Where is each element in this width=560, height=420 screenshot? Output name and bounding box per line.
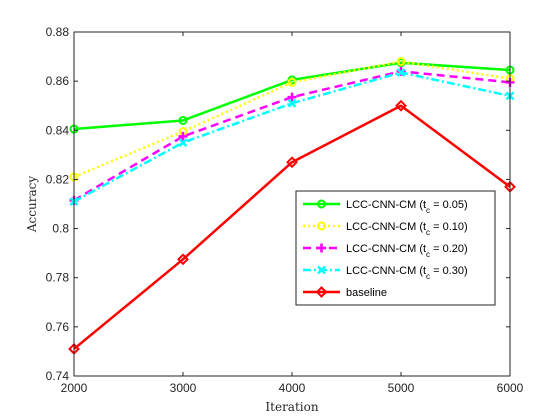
x-tick-label-4: 5000 (388, 381, 415, 395)
series-1-line (73, 61, 511, 131)
legend-label-subscript: c (426, 250, 430, 259)
legend-label-3: LCC-CNN-CM (tc = 0.20) (346, 243, 468, 259)
x-axis-label: Iteration (265, 400, 318, 414)
legend-label-main: LCC-CNN-CM (t (346, 221, 426, 233)
series-2-line (73, 60, 511, 179)
series-3-line (73, 70, 511, 202)
legend-label-rest: = 0.05) (430, 199, 468, 211)
y-tick-label-4: 0.8 (52, 222, 69, 236)
series-1-point-2 (178, 115, 188, 125)
series-3-point-3 (287, 92, 297, 102)
y-tick-label-2: 0.76 (46, 320, 70, 334)
legend-label-subscript: c (426, 206, 430, 215)
legend-label-main: LCC-CNN-CM (t (346, 243, 426, 255)
legend-label-main: LCC-CNN-CM (t (346, 265, 426, 277)
axes-layer: 2000 3000 4000 5000 6000 0.74 0.76 0.78 0.8 0.82 0… (46, 25, 524, 395)
legend-label-rest: = 0.20) (430, 243, 468, 255)
series-5-point-4 (395, 99, 407, 112)
series-4-point-2 (178, 138, 188, 147)
legend-marker-3 (317, 243, 326, 253)
x-tick-label-3: 4000 (279, 381, 306, 395)
series-5-point-3 (286, 156, 298, 169)
x-tick-label-1: 2000 (61, 381, 88, 395)
legend-item-5: baseline (303, 286, 387, 299)
legend-item-3: LCC-CNN-CM (tc = 0.20) (303, 243, 468, 259)
series-5-point-2 (177, 253, 189, 266)
legend-label-main: baseline (346, 287, 387, 299)
y-tick-label-6: 0.84 (46, 123, 70, 137)
legend-marker-2 (317, 221, 326, 231)
legend-label-main: LCC-CNN-CM (t (346, 199, 426, 211)
legend-label-rest: = 0.30) (430, 265, 468, 277)
y-tick-label-7: 0.86 (46, 74, 70, 88)
legend-marker-5 (315, 286, 328, 298)
series-4-point-3 (287, 98, 297, 108)
legend: LCC-CNN-CM (tc = 0.05)LCC-CNN-CM (tc = 0… (295, 190, 496, 306)
x-tick-label-2: 3000 (170, 381, 197, 395)
legend-label-1: LCC-CNN-CM (tc = 0.05) (346, 199, 468, 215)
y-tick-label-1: 0.74 (46, 369, 70, 383)
series-2-point-3 (287, 77, 297, 87)
series-3-point-2 (178, 131, 188, 141)
y-tick-label-5: 0.82 (46, 172, 70, 186)
legend-item-2: LCC-CNN-CM (tc = 0.10) (303, 221, 468, 237)
series-4-line (73, 71, 511, 203)
y-tick-label-3: 0.78 (46, 271, 70, 285)
legend-marker-1 (317, 199, 326, 209)
y-tick-label-8: 0.88 (46, 25, 70, 39)
legend-item-1: LCC-CNN-CM (tc = 0.05) (303, 199, 468, 215)
series-2-point-4 (396, 56, 406, 66)
legend-item-4: LCC-CNN-CM (tc = 0.30) (303, 265, 468, 281)
series-5-line (73, 104, 511, 350)
legend-label-2: LCC-CNN-CM (tc = 0.10) (346, 221, 468, 237)
legend-label-5: baseline (346, 287, 387, 299)
legend-label-4: LCC-CNN-CM (tc = 0.30) (346, 265, 468, 281)
legend-label-subscript: c (426, 272, 430, 281)
legend-label-rest: = 0.10) (430, 221, 468, 233)
y-axis-label: Accuracy (25, 176, 39, 233)
legend-marker-4 (317, 265, 326, 275)
x-tick-label-5: 6000 (497, 381, 524, 395)
legend-label-subscript: c (426, 228, 430, 237)
series-4-point-4 (396, 68, 406, 77)
series-layer (68, 56, 516, 355)
